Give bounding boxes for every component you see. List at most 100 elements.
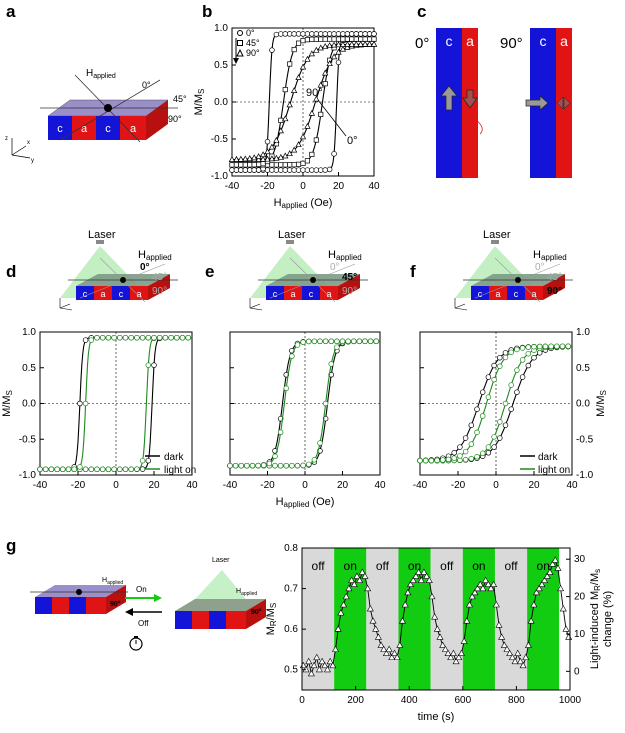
y-axis-label: M/MS [1,390,14,417]
data-point [331,36,337,42]
data-point [462,435,469,441]
y-tick-label: 0.0 [214,97,228,108]
data-point [340,31,346,37]
data-point [300,31,306,37]
data-point [362,338,368,345]
legend-arrowhead [233,58,239,64]
data-point [451,450,457,456]
data-point [145,457,152,464]
x-tick-label: 0 [299,695,305,706]
data-point [357,31,364,37]
angle-label-1: 45° [547,272,562,283]
data-point [485,444,492,450]
h-applied-label: Happlied [328,249,362,262]
domain-c-0 [76,286,94,300]
data-point [546,568,554,575]
data-point [278,31,284,37]
data-point [377,641,385,648]
data-point [344,43,351,50]
data-point [345,584,353,592]
g-right-c1 [175,611,192,629]
data-point [273,31,280,38]
panel-c-left-a-label: a [466,33,474,49]
data-point [491,376,497,383]
laser-label: Laser [483,229,511,241]
data-point [497,435,503,441]
data-point [328,361,335,367]
data-point [278,167,284,173]
x-tick-label: 1000 [559,695,582,706]
data-point [291,31,297,37]
x-tick-label: 40 [374,480,386,491]
annotation-arrow [317,99,347,137]
y-tick-label-right: 1.0 [576,327,590,338]
data-point [468,455,475,462]
data-point [519,345,526,351]
data-point [358,568,366,575]
data-point [522,653,530,661]
series-line [302,559,570,676]
chart-b: -40 -20 0 20 40 1.0 0.5 0.0 -0.5 -1.0 M/MS Happlied… [193,23,380,210]
data-point [490,580,498,588]
x-tick-label: 800 [508,695,525,706]
data-point [264,155,271,162]
data-point [485,394,492,400]
data-point [339,45,347,52]
band-off [366,548,399,690]
angle-label-90: 90° [168,114,182,124]
panel-label-g: g [6,536,17,555]
data-point [548,343,554,350]
x-tick-label: -20 [260,181,275,192]
magnetization-small-arrow-1 [556,96,564,110]
data-point [310,661,318,669]
data-point [511,657,519,665]
data-point [273,136,280,143]
data-point [474,584,482,592]
data-point [249,462,256,469]
data-point [291,47,297,53]
data-point [272,462,278,469]
data-point [468,592,476,600]
data-point [282,115,289,122]
data-point [313,95,320,102]
g-angle-right: 90° [251,608,262,616]
data-point [311,457,318,463]
data-point [345,338,351,345]
domain-label-0: c [83,289,88,299]
slab-side-face [543,274,565,300]
data-point [246,155,253,161]
band-label-off: off [312,559,326,573]
domain-label-c1: c [57,123,63,135]
data-point [242,167,249,173]
data-point [349,36,355,42]
laser-source-icon [491,240,499,244]
data-point [502,350,509,356]
data-point [344,36,350,42]
y-tick-label: -0.5 [211,134,229,145]
y-tick-label: 0.6 [284,624,298,635]
axis-y [454,307,468,311]
data-point [37,466,43,473]
domain-a-1 [94,286,112,300]
data-point [401,600,409,608]
y2-tick-label: 10 [574,629,586,640]
y2-tick-label: 0 [574,666,580,677]
data-point [88,466,95,473]
y-tick-label: 1.0 [22,327,36,338]
data-point [317,81,324,88]
panel-label-a: a [6,2,16,21]
data-point [366,40,373,47]
data-point [342,592,350,600]
legend-marker-square [237,40,243,46]
data-point [423,572,431,579]
y-tick-label: -1.0 [211,171,229,182]
data-point [497,419,503,425]
field-center-dot [310,277,316,283]
data-point [388,653,396,661]
data-point [367,338,374,345]
domain-c-2 [96,116,120,140]
data-point [334,338,340,345]
data-point [516,657,524,665]
